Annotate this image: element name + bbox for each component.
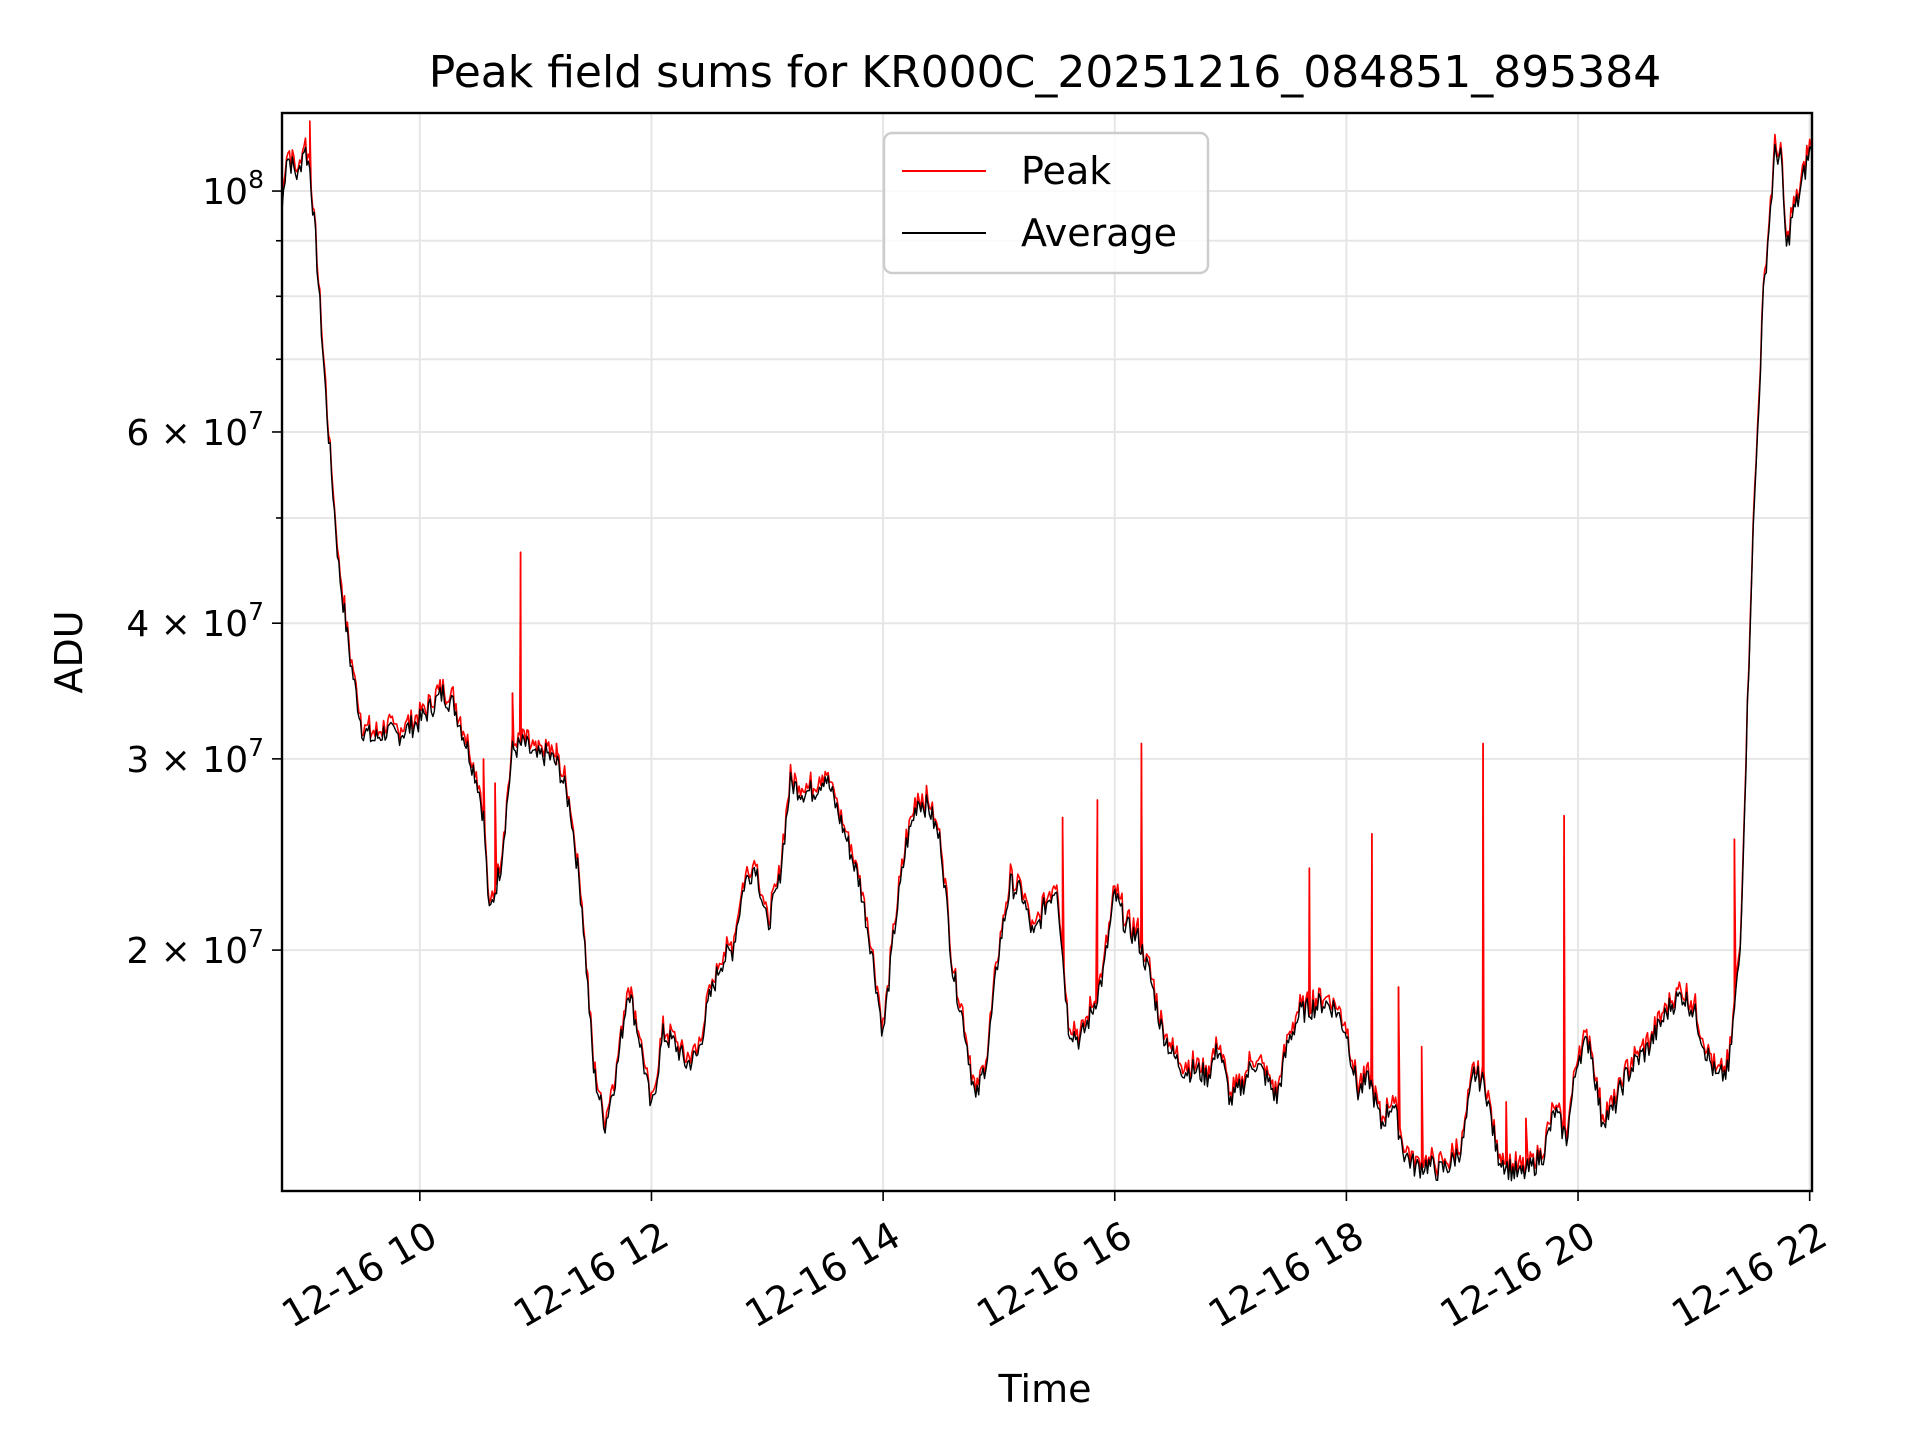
y-tick-label: 3 × 107 [126,733,264,781]
series-line-peak [282,120,1812,1178]
y-tick-label: 2 × 107 [126,924,264,972]
legend: Peak Average [882,131,1210,275]
legend-box [882,131,1210,275]
series-line-average [282,143,1812,1182]
y-axis-label: ADU [47,610,91,693]
legend-peak-label: Peak [1021,149,1111,193]
chart-title: Peak field sums for KR000C_20251216_0848… [429,47,1661,98]
y-tick-label: 108 [202,165,264,213]
y-tick-label: 6 × 107 [126,406,264,454]
series-layer [282,120,1812,1182]
y-tick-label: 4 × 107 [126,597,264,645]
x-axis-label: Time [998,1367,1092,1411]
grid-layer [282,113,1812,1191]
plot-frame [280,111,1814,1193]
legend-average-label: Average [1021,211,1177,255]
